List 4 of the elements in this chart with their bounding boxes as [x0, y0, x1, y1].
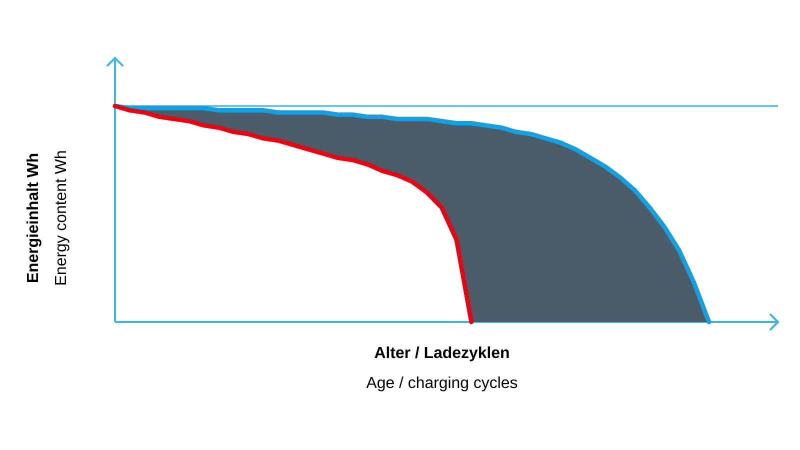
text: Alter / Ladezyklen — [374, 346, 509, 362]
text: Energieinhalt Wh — [26, 154, 42, 282]
text: Age / charging cycles — [366, 376, 518, 392]
text: Energy content Wh — [54, 151, 70, 284]
